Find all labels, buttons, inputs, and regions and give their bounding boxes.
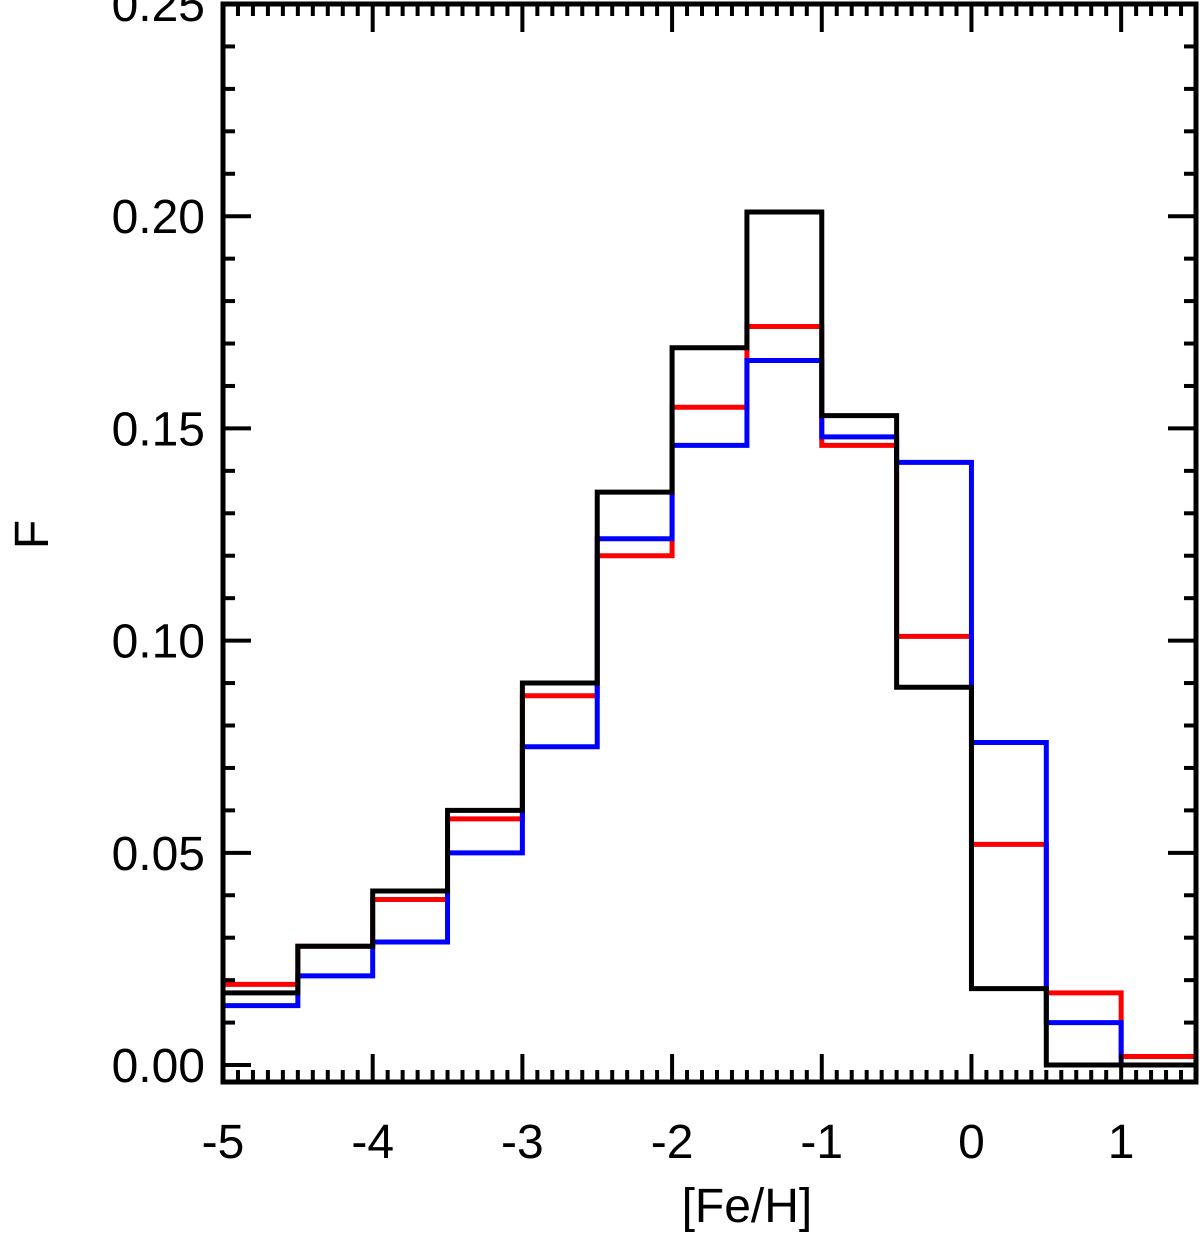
axis-tick-labels: -5 -4 -3 -2 -1 0 1 0.00 0.05 0.10 0.15 0.20 0.25 xyxy=(112,0,1135,1169)
y-tick-label: 0.25 xyxy=(112,0,205,32)
y-tick-label: 0.15 xyxy=(112,403,205,456)
x-tick-label: 1 xyxy=(1108,1116,1135,1169)
x-axis-title: [Fe/H] xyxy=(682,1180,813,1233)
y-axis-title: F xyxy=(6,520,59,549)
y-tick-label: 0.00 xyxy=(112,1040,205,1093)
x-tick-label: -1 xyxy=(800,1116,843,1169)
x-tick-label: -5 xyxy=(202,1116,245,1169)
y-tick-label: 0.20 xyxy=(112,191,205,244)
histogram-series-0 xyxy=(223,324,1199,1066)
x-tick-label: -2 xyxy=(651,1116,694,1169)
histogram-series-layer xyxy=(223,209,1199,1068)
x-tick-label: 0 xyxy=(958,1116,985,1169)
y-tick-label: 0.10 xyxy=(112,616,205,669)
plot-frame xyxy=(220,1,1199,1085)
x-tick-label: -3 xyxy=(501,1116,544,1169)
x-tick-label: -4 xyxy=(351,1116,394,1169)
axis-ticks xyxy=(221,2,1198,1082)
histogram-series-1 xyxy=(223,358,1196,1068)
y-tick-label: 0.05 xyxy=(112,828,205,881)
histogram-series-2 xyxy=(223,209,1196,1068)
